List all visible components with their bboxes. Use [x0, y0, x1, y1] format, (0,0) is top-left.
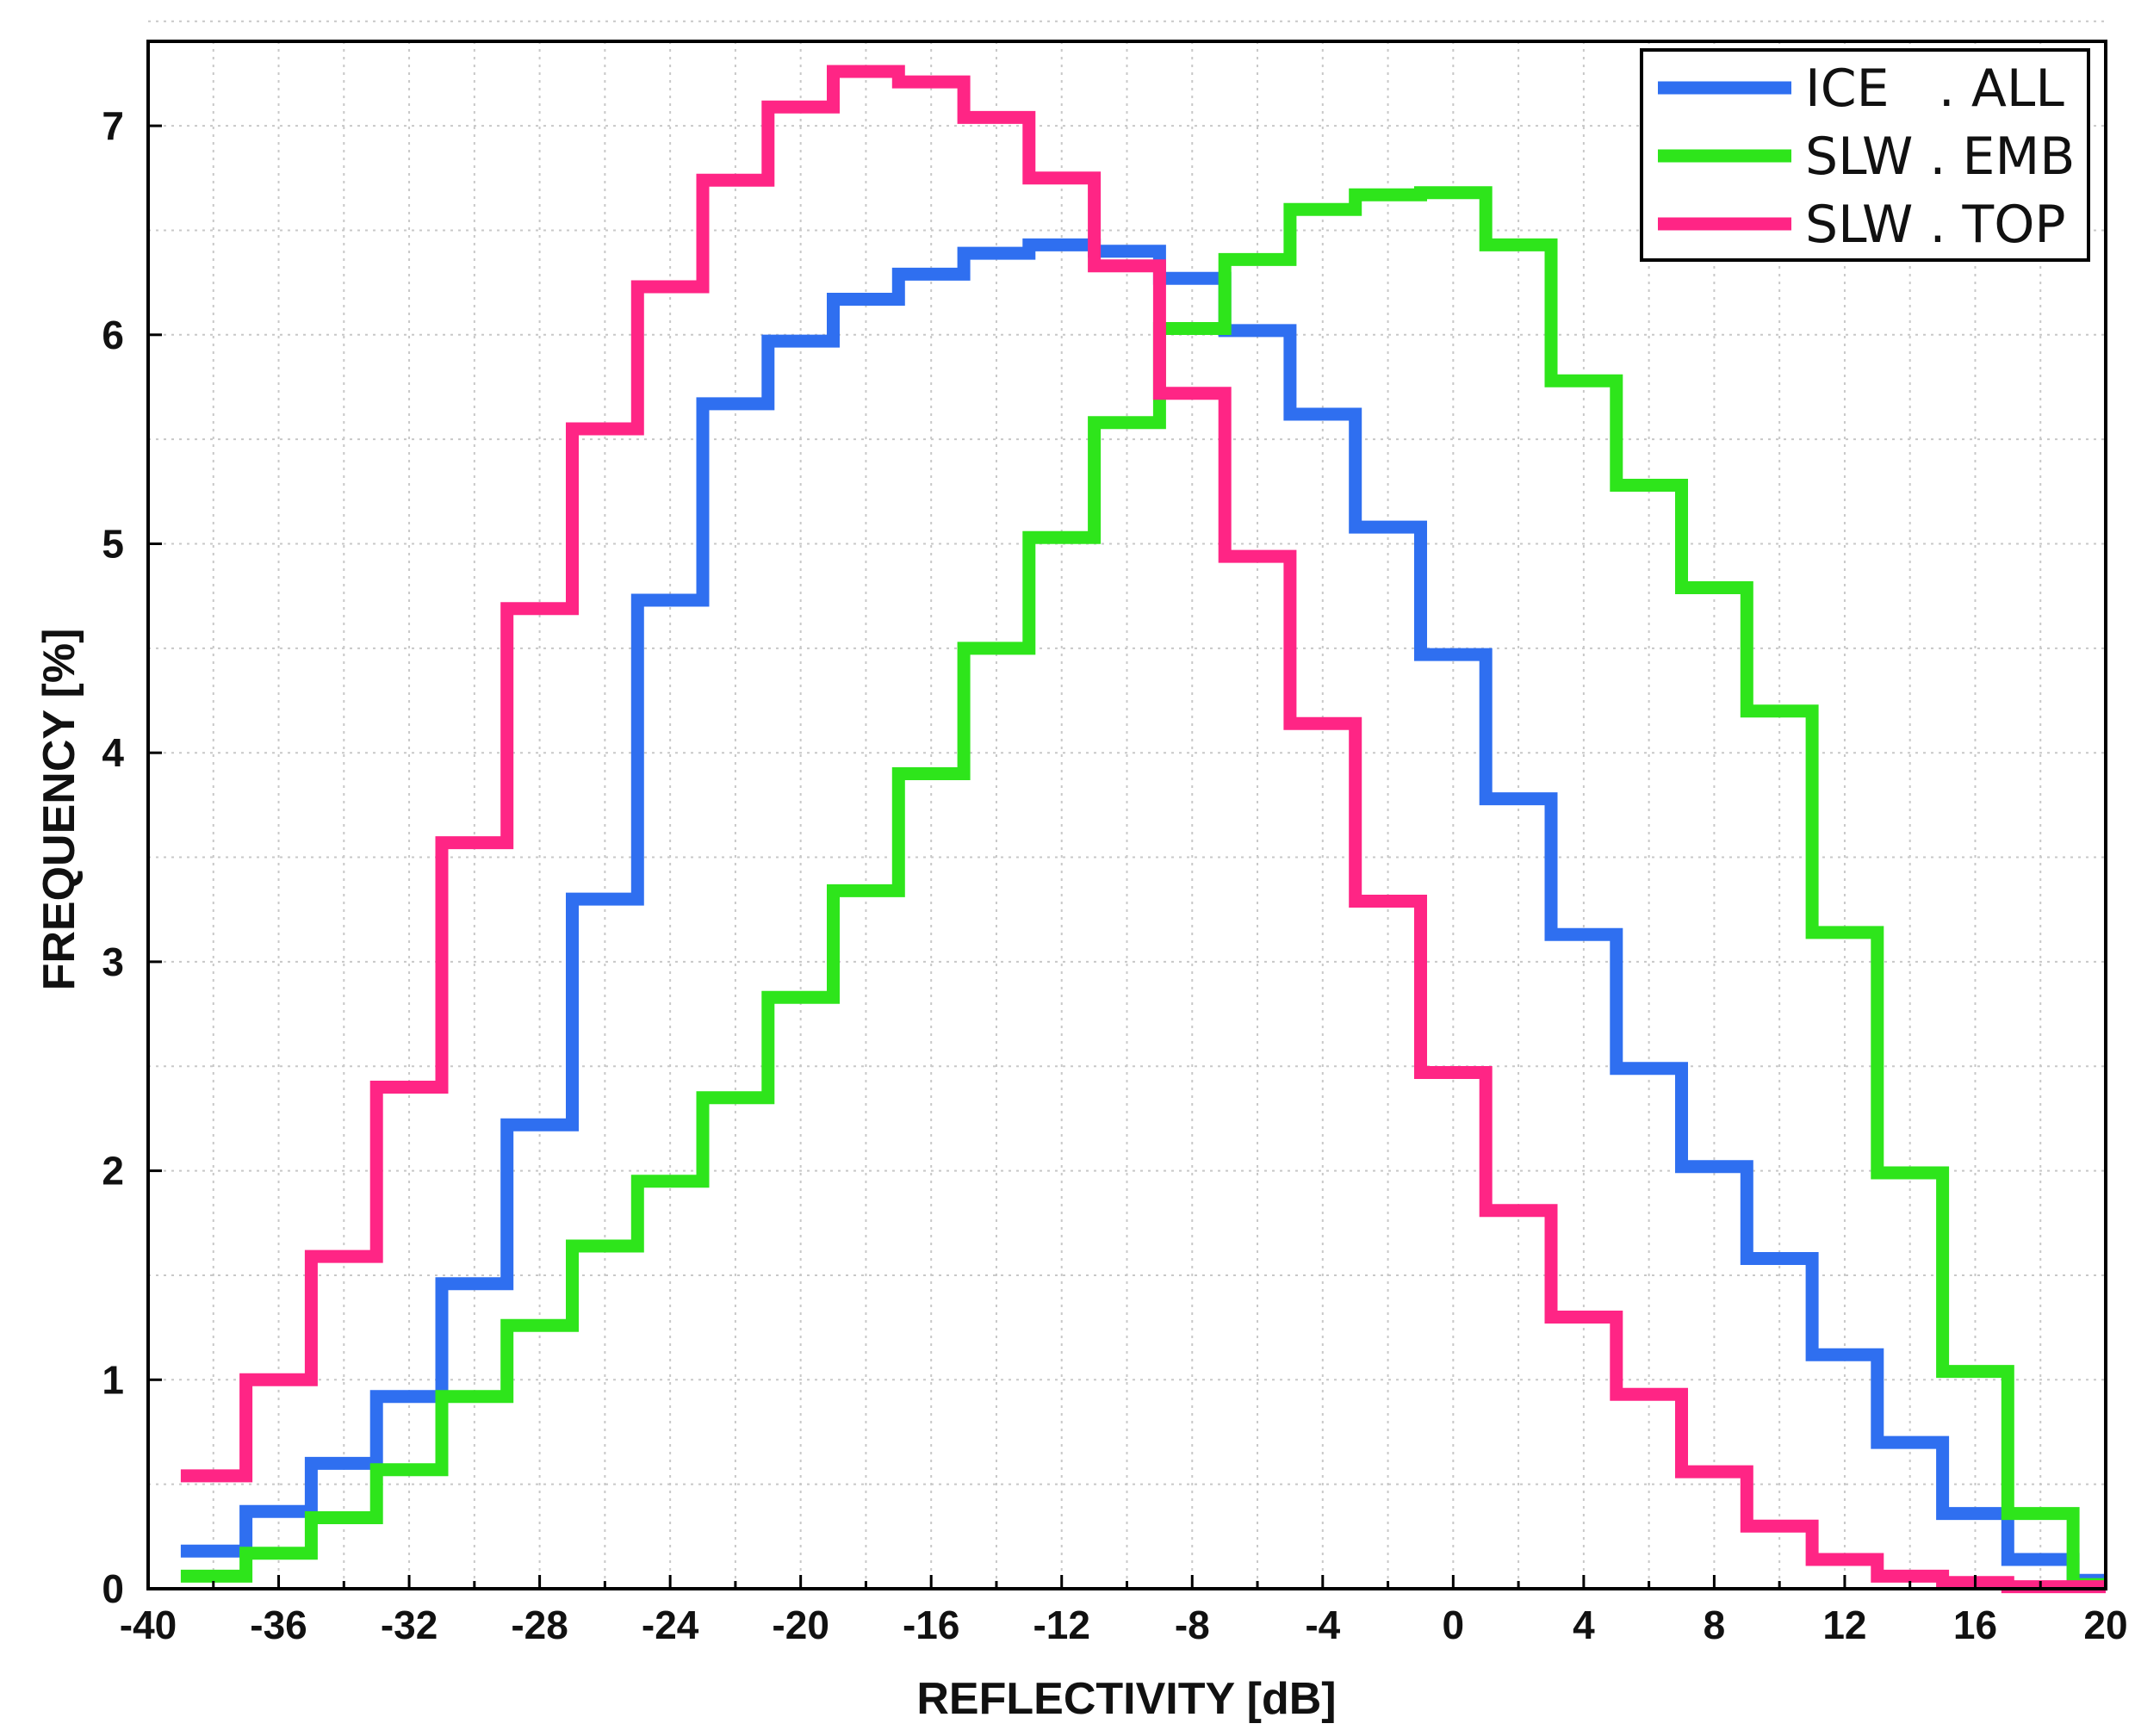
x-tick-label: -24 [642, 1603, 699, 1647]
x-tick-label: -20 [772, 1603, 829, 1647]
y-tick-label: 4 [102, 730, 124, 775]
series-slw-emb-line [180, 186, 2106, 1591]
legend: ICE . ALL SLW . EMB SLW . TOP [1640, 48, 2090, 262]
y-tick-labels: 0 1 2 3 4 5 6 7 [102, 103, 124, 1611]
x-tick-label: 8 [1704, 1603, 1726, 1647]
series-lines [180, 65, 2106, 1594]
x-tick-label: -36 [250, 1603, 307, 1647]
x-tick-label: -4 [1305, 1603, 1340, 1647]
legend-label: SLW . TOP [1805, 195, 2066, 255]
x-tick-label: 12 [1822, 1603, 1866, 1647]
y-tick-label: 5 [102, 522, 124, 567]
y-tick-label: 0 [102, 1566, 124, 1611]
x-tick-label: -12 [1033, 1603, 1089, 1647]
grid [148, 20, 2106, 1589]
x-tick-label: 20 [2083, 1603, 2127, 1647]
series-slw-top-line [180, 65, 2106, 1594]
x-tick-label: 16 [1953, 1603, 1997, 1647]
x-tick-label: 0 [1443, 1603, 1465, 1647]
x-tick-label: -28 [511, 1603, 568, 1647]
y-tick-label: 7 [102, 103, 124, 148]
x-tick-label: -8 [1175, 1603, 1210, 1647]
x-tick-label: -32 [381, 1603, 438, 1647]
x-tick-label: -40 [120, 1603, 177, 1647]
x-tick-labels: -40 -36 -32 -28 -24 -20 -16 -12 -8 -4 0 4 8 12 16 20 [120, 1603, 2128, 1647]
x-axis-title: REFLECTIVITY [dB] [916, 1674, 1336, 1724]
y-axis-title: FREQUENCY [%] [34, 629, 84, 991]
y-tick-label: 2 [102, 1149, 124, 1194]
y-tick-label: 6 [102, 313, 124, 357]
y-tick-label: 3 [102, 939, 124, 984]
legend-label: SLW . EMB [1805, 127, 2075, 187]
axis-ticks [146, 124, 2107, 1590]
legend-label: ICE . ALL [1805, 59, 2064, 119]
y-tick-label: 1 [102, 1357, 124, 1402]
x-tick-label: -16 [903, 1603, 959, 1647]
x-tick-label: 4 [1573, 1603, 1595, 1647]
